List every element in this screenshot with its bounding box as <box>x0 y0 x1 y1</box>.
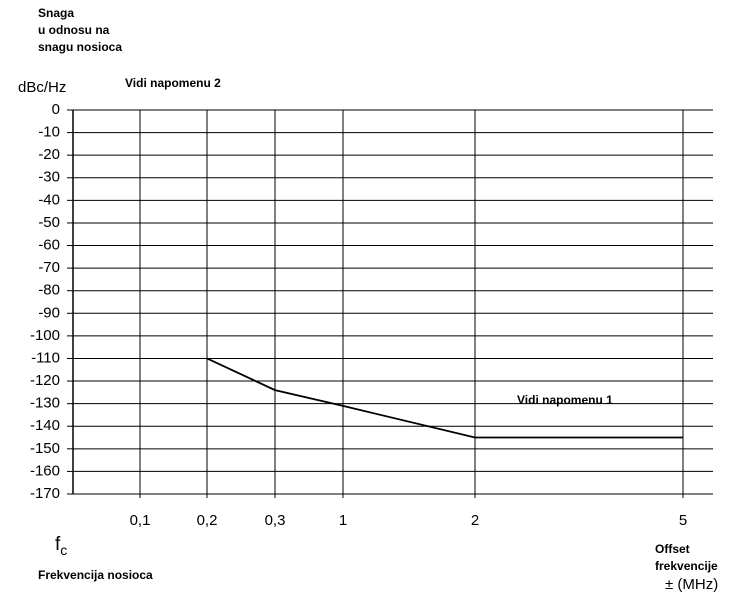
mask-line <box>206 357 683 439</box>
y-tick-label: -130 <box>30 395 60 412</box>
x-tick-label: 2 <box>471 512 479 529</box>
y-tick-label: -120 <box>30 372 60 389</box>
x-tick-label: 0,3 <box>265 512 286 529</box>
x-unit-line: Offset <box>655 542 690 556</box>
x-tick-label: 5 <box>679 512 687 529</box>
annotation: Vidi napomenu 1 <box>517 393 613 407</box>
y-unit: dBc/Hz <box>18 79 66 96</box>
y-tick-label: -110 <box>31 349 60 366</box>
x-tick-label: 0,1 <box>130 512 151 529</box>
y-tick-label: -170 <box>30 485 60 502</box>
y-tick-label: -40 <box>38 191 60 208</box>
y-tick-label: -30 <box>38 169 60 186</box>
y-tick-label: -10 <box>38 124 60 141</box>
y-tick-label: -50 <box>38 214 60 231</box>
x-unit-line: frekvencije <box>655 559 718 573</box>
x-label: Frekvencija nosioca <box>38 568 153 582</box>
y-tick-label: -100 <box>30 327 60 344</box>
x-tick-label: 1 <box>339 512 347 529</box>
carrier-symbol-main: f <box>55 534 61 555</box>
y-tick-label: 0 <box>52 101 60 118</box>
y-tick-label: -80 <box>38 282 60 299</box>
y-label-line: snagu nosioca <box>38 40 122 54</box>
carrier-symbol-sub: c <box>60 542 67 558</box>
y-tick-label: -160 <box>30 462 60 479</box>
y-tick-label: -90 <box>38 304 60 321</box>
y-tick-label: -70 <box>38 259 60 276</box>
y-tick-label: -140 <box>30 417 60 434</box>
y-label-line: u odnosu na <box>38 23 110 37</box>
carrier-symbol: fc <box>55 534 67 558</box>
x-tick-label: 0,2 <box>197 512 218 529</box>
y-tick-label: -150 <box>30 440 60 457</box>
x-unit-line: ± (MHz) <box>665 576 718 593</box>
annotation: Vidi napomenu 2 <box>125 76 221 90</box>
y-tick-label: -20 <box>38 146 60 163</box>
y-label-line: Snaga <box>38 6 74 20</box>
y-tick-label: -60 <box>38 236 60 253</box>
